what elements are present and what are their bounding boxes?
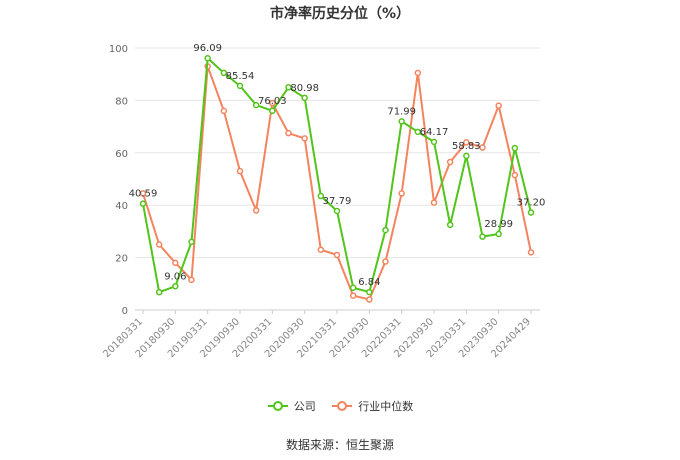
point-industry-median[interactable] xyxy=(317,246,325,253)
point-company[interactable] xyxy=(220,69,228,77)
data-label: 37.20 xyxy=(517,198,546,209)
point-industry-median[interactable] xyxy=(188,276,195,284)
data-label: 85.54 xyxy=(226,71,255,82)
data-source: 数据来源：恒生聚源 xyxy=(285,438,394,452)
legend-label-company: 公司 xyxy=(293,400,316,413)
point-industry-median[interactable] xyxy=(495,102,502,109)
point-company[interactable] xyxy=(398,118,405,125)
point-industry-median[interactable] xyxy=(414,69,422,77)
legend: 公司 行业中位数 xyxy=(0,398,680,414)
point-company[interactable] xyxy=(301,94,308,102)
legend-company-marker-icon xyxy=(267,401,288,411)
point-industry-median[interactable] xyxy=(463,139,470,146)
y-tick-label: 80 xyxy=(115,96,128,107)
data-label: 71.99 xyxy=(387,106,416,117)
series-line-industry-median xyxy=(142,65,532,301)
point-industry-median[interactable] xyxy=(511,171,519,179)
point-company[interactable] xyxy=(317,192,325,200)
point-industry-median[interactable] xyxy=(285,129,292,137)
y-tick-label: 60 xyxy=(115,149,128,160)
point-industry-median[interactable] xyxy=(479,144,486,151)
point-company[interactable] xyxy=(511,144,519,152)
point-company[interactable] xyxy=(479,233,486,240)
data-label: 96.09 xyxy=(193,43,222,54)
point-company[interactable] xyxy=(414,128,422,136)
point-company[interactable] xyxy=(188,238,195,246)
data-label: 76.03 xyxy=(258,96,287,107)
data-label: 80.98 xyxy=(290,83,319,94)
point-industry-median[interactable] xyxy=(382,258,389,265)
point-industry-median[interactable] xyxy=(430,199,438,206)
point-company[interactable] xyxy=(269,107,276,115)
point-company[interactable] xyxy=(430,138,438,146)
legend-label-industry-median: 行业中位数 xyxy=(358,400,414,413)
point-industry-median[interactable] xyxy=(172,259,179,267)
legend-industry-marker-icon xyxy=(332,401,353,411)
y-tick-label: 20 xyxy=(115,254,128,265)
point-company[interactable] xyxy=(333,207,341,215)
point-company[interactable] xyxy=(285,84,292,91)
legend-item-company[interactable]: 公司 xyxy=(267,398,316,414)
data-label: 40.59 xyxy=(129,189,158,200)
data-label: 6.84 xyxy=(358,277,380,288)
series-lines xyxy=(139,54,535,303)
data-label: 9.06 xyxy=(164,271,186,282)
point-industry-median[interactable] xyxy=(269,99,276,107)
point-industry-median[interactable] xyxy=(398,190,405,197)
point-industry-median[interactable] xyxy=(527,249,535,256)
point-industry-median[interactable] xyxy=(252,207,260,214)
point-company[interactable] xyxy=(349,284,357,291)
point-industry-median[interactable] xyxy=(446,158,454,166)
chart-title: 市净率历史分位（%） xyxy=(269,6,411,22)
point-company[interactable] xyxy=(366,288,373,296)
data-label: 37.79 xyxy=(323,196,352,207)
point-industry-median[interactable] xyxy=(155,241,163,248)
point-company[interactable] xyxy=(382,226,389,234)
point-industry-median[interactable] xyxy=(139,190,147,197)
y-tick-label: 100 xyxy=(109,44,128,55)
point-company[interactable] xyxy=(139,200,147,207)
point-company[interactable] xyxy=(446,221,454,229)
data-label: 28.99 xyxy=(484,219,513,230)
grid-lines xyxy=(135,47,540,311)
point-company[interactable] xyxy=(172,283,179,290)
y-tick-label: 0 xyxy=(122,306,128,317)
point-company[interactable] xyxy=(155,288,163,296)
point-company[interactable] xyxy=(463,152,470,160)
data-label: 64.17 xyxy=(420,127,449,138)
point-company[interactable] xyxy=(236,82,244,90)
point-industry-median[interactable] xyxy=(366,296,373,303)
line-chart: 0204060801002018033120180930201903312019… xyxy=(101,43,546,360)
point-company[interactable] xyxy=(495,230,502,238)
point-industry-median[interactable] xyxy=(220,107,228,115)
point-industry-median[interactable] xyxy=(236,167,244,175)
data-label: 58.83 xyxy=(452,141,481,152)
point-company[interactable] xyxy=(527,209,535,216)
point-company[interactable] xyxy=(252,101,260,109)
y-tick-label: 40 xyxy=(115,201,128,212)
legend-item-industry-median[interactable]: 行业中位数 xyxy=(331,398,413,414)
point-industry-median[interactable] xyxy=(349,292,357,299)
point-company[interactable] xyxy=(204,54,211,62)
point-industry-median[interactable] xyxy=(301,135,308,142)
point-industry-median[interactable] xyxy=(333,251,341,259)
